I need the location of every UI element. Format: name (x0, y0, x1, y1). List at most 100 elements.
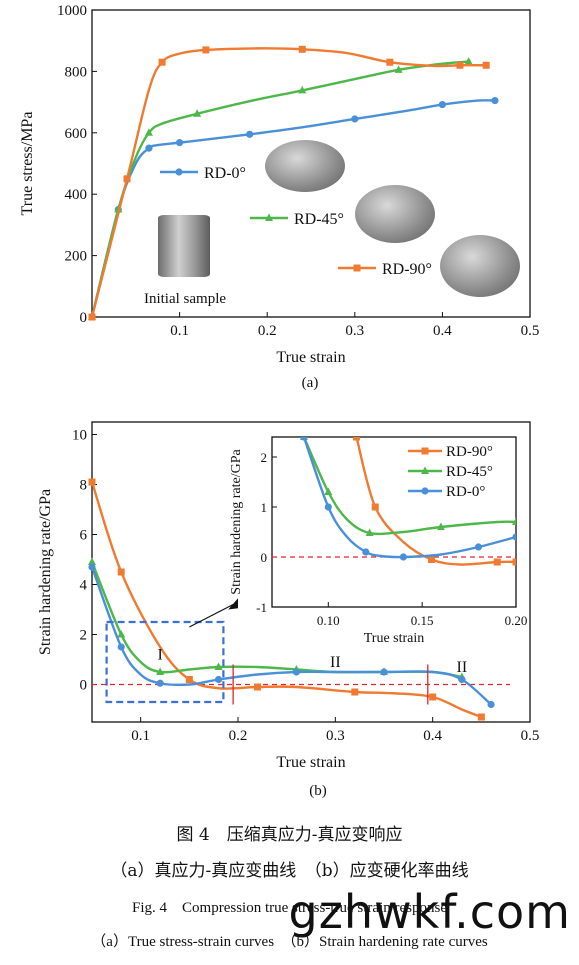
b-data-point-marker (185, 676, 193, 683)
a-legend-label: RD-0° (204, 165, 246, 182)
a-x-tick-label: 0.1 (170, 323, 189, 339)
a-data-point (394, 65, 403, 73)
b-x-tick-label: 0.1 (131, 728, 150, 744)
b-data-point-marker (253, 683, 261, 691)
b-data-point (117, 568, 125, 576)
a-data-point (88, 313, 96, 321)
b-inset-data-point (474, 543, 483, 551)
b-inset-data-point-marker (474, 543, 483, 551)
b-inset-y-tick-label: 2 (261, 450, 268, 465)
b-inset-data-point (493, 558, 501, 566)
a-data-point-marker (88, 313, 96, 321)
b-y-tick-label: 2 (80, 628, 88, 644)
b-legend-label: RD-0° (446, 484, 485, 500)
b-zoom-region-box (105, 620, 225, 704)
b-inset-y-tick-label: 1 (261, 500, 268, 515)
a-legend-marker (353, 264, 361, 272)
a-x-tick-label: 0.5 (521, 323, 540, 339)
b-x-axis-label: True strain (276, 754, 345, 771)
b-y-tick-label: 4 (80, 578, 88, 594)
b-stage-label: II (457, 659, 468, 676)
a-legend-marker (265, 213, 273, 221)
a-legend-marker (175, 168, 183, 176)
b-legend-label: RD-90° (446, 444, 493, 460)
b-inset-data-point (428, 556, 436, 563)
b-inset-data-point-marker (428, 556, 436, 563)
b-data-point (458, 675, 466, 684)
a-data-point-marker (456, 61, 464, 69)
b-data-point (214, 662, 223, 670)
b-panel-label: (b) (309, 783, 327, 799)
b-inset-data-point (399, 553, 407, 561)
b-inset-data-point-marker (493, 558, 501, 566)
caption-en-subtitle: （a）True stress-strain curves （b）Strain h… (91, 934, 488, 950)
b-y-tick-label: 0 (80, 678, 88, 694)
a-data-point-marker (202, 46, 210, 54)
a-y-tick-label: 1000 (57, 3, 87, 19)
b-data-point-marker (117, 643, 125, 651)
a-data-point-marker (158, 58, 166, 66)
b-data-point (429, 693, 437, 701)
a-data-point (438, 100, 446, 109)
b-inset-data-point-marker (512, 533, 516, 541)
b-data-point (156, 679, 164, 687)
a-y-tick-label: 200 (65, 249, 88, 265)
a-data-point-marker (351, 115, 359, 123)
a-data-point-marker (394, 65, 403, 73)
b-inset-data-point (365, 528, 374, 536)
b-y-tick-label: 8 (80, 478, 88, 494)
b-inset-data-point (371, 503, 379, 511)
b-inset-data-point (300, 437, 308, 441)
b-data-point (292, 668, 300, 676)
a-x-tick-label: 0.2 (258, 323, 277, 339)
b-data-point-marker (88, 557, 96, 565)
b-inset-data-point-marker (362, 548, 370, 556)
a-x-tick-label: 0.3 (345, 323, 364, 339)
a-data-point-marker (246, 130, 254, 138)
b-inset-series-line-rd0 (302, 437, 516, 559)
b-zoom-arrow (189, 603, 234, 628)
caption-en-title: Fig. 4 Compression true stress-true stra… (132, 900, 447, 916)
b-data-point (380, 668, 388, 676)
b-inset-data-point (362, 548, 370, 556)
b-inset-data-point (512, 533, 516, 541)
a-series-line-rd90 (90, 47, 487, 318)
b-data-point (117, 643, 125, 651)
b-data-point-marker (458, 675, 466, 684)
caption-cn-subtitle: （a）真应力-真应变曲线 （b）应变硬化率曲线 (110, 861, 469, 881)
b-inset-y-tick-label: 0 (261, 550, 268, 565)
b-data-point-marker (117, 630, 126, 638)
b-data-point (487, 700, 495, 709)
b-legend-marker (421, 487, 429, 495)
rd0-sample-image (265, 140, 345, 192)
a-data-point (158, 58, 166, 66)
a-panel-label: (a) (302, 375, 319, 391)
b-inset-data-point-marker (324, 487, 333, 495)
a-data-point (298, 45, 306, 53)
a-data-point (176, 139, 184, 147)
b-data-point (477, 713, 485, 721)
b-inset-data-point (352, 437, 360, 441)
a-y-tick-label: 800 (65, 64, 88, 80)
a-data-point (456, 61, 464, 69)
a-data-point-marker (298, 45, 306, 53)
b-inset-x-axis-label: True strain (364, 631, 425, 646)
b-inset-x-tick-label: 0.10 (317, 613, 340, 628)
b-inset-y-axis-label: Strain hardening rate/GPa (229, 449, 244, 595)
a-data-point-marker (298, 85, 307, 94)
b-legend-label: RD-45° (446, 464, 493, 480)
b-inset-data-point-marker (512, 558, 516, 566)
a-data-point (246, 130, 254, 138)
b-y-tick-label: 6 (80, 528, 88, 544)
b-inset-data-point-marker (324, 503, 332, 511)
b-stage-label: I (157, 647, 162, 664)
b-inset-y-tick-label: -1 (256, 600, 267, 615)
a-y-tick-label: 0 (80, 310, 88, 326)
b-data-point (88, 478, 96, 486)
b-y-axis-label: Strain hardening rate/GPa (37, 489, 54, 655)
b-inset-background (272, 437, 516, 607)
a-x-tick-label: 0.4 (433, 323, 452, 339)
caption-cn-title: 图 4 压缩真应力-真应变响应 (176, 825, 403, 845)
watermark: gzhwkf.com (288, 885, 571, 939)
